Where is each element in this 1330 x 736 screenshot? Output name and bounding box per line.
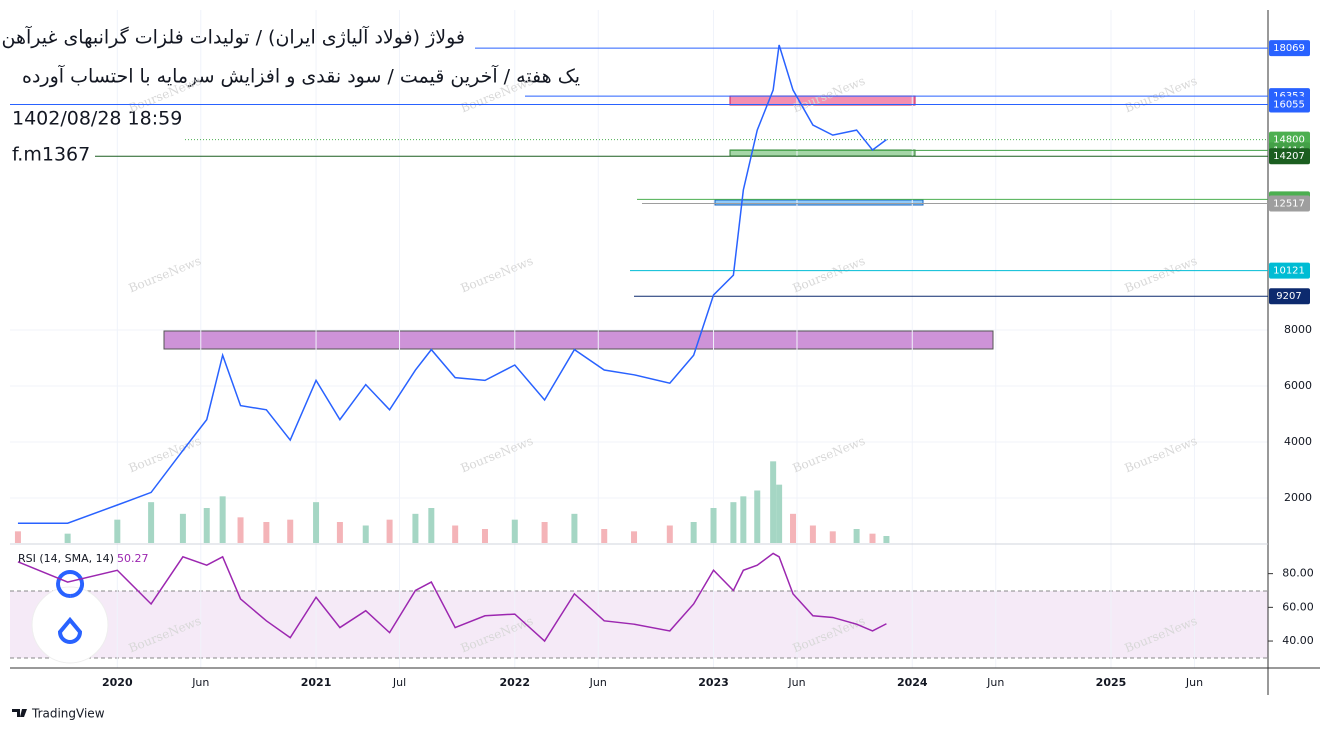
watermark: BourseNews [791,74,867,116]
volume-bar [809,525,816,543]
x-tick-label: 2023 [698,676,729,689]
volume-bar [287,519,294,543]
volume-bar [770,461,777,543]
price-line [17,44,887,524]
level-tag [1269,148,1310,165]
watermark: BourseNews [127,254,203,296]
x-tick-label: 2020 [102,676,133,689]
x-tick-label: 2025 [1096,676,1127,689]
author-label: f.m1367 [12,144,90,166]
level-label: 14800 [1273,135,1305,146]
zone-box [729,149,916,157]
volume-bar [829,531,836,543]
watermark: BourseNews [459,254,535,296]
volume-bar [883,536,890,543]
y-tick-label: 2000 [1284,491,1312,504]
volume-bar [601,529,608,543]
x-tick-label: Jul [392,676,406,689]
zone-box [714,199,924,206]
x-tick-label: 2024 [897,676,928,689]
level-tag [1269,262,1310,279]
y2-tick-label: 80.00 [1282,567,1314,580]
logo [31,586,109,664]
y2-tick-label: 60.00 [1282,600,1314,613]
volume-bar [386,519,393,543]
volume-bar [64,533,71,543]
brand-logo [12,709,27,717]
x-tick-label: Jun [191,676,209,689]
volume-bar [730,502,737,543]
volume-bar [541,522,548,543]
volume-bar [114,519,121,543]
watermark: BourseNews [791,434,867,476]
x-tick-label: 2022 [499,676,530,689]
level-tag [1269,96,1310,113]
volume-bar [148,502,155,543]
volume-bar [666,525,673,543]
watermark: BourseNews [1123,74,1199,116]
volume-bar [740,496,747,543]
level-tag [1269,288,1310,305]
level-tag [1269,40,1310,57]
volume-bar [790,513,797,543]
watermark: BourseNews [1123,434,1199,476]
level-label: 9207 [1276,291,1301,302]
level-label: 12517 [1273,199,1305,210]
volume-bar [237,517,244,543]
volume-bar [412,513,419,543]
level-label: 16055 [1273,99,1305,110]
level-label: 18069 [1273,43,1305,54]
volume-bar [362,525,369,543]
rsi-title: RSI (14, SMA, 14) [18,552,114,565]
volume-bar [631,531,638,543]
x-tick-label: Jun [986,676,1004,689]
date-label: 1402/08/28 18:59 [12,108,182,130]
volume-bar [428,508,435,543]
volume-bar [511,519,518,543]
y-tick-label: 6000 [1284,379,1312,392]
volume-bar [754,490,761,543]
rsi-line [17,552,887,643]
volume-bar [571,513,578,543]
x-tick-label: 2021 [301,676,332,689]
rsi-value: 50.27 [117,552,149,565]
y-tick-label: 4000 [1284,435,1312,448]
x-tick-label: Jun [589,676,607,689]
volume-bar [690,522,697,543]
y-tick-label: 8000 [1284,323,1312,336]
volume-bar [869,533,876,543]
level-label: 14207 [1273,151,1305,162]
volume-bar [203,508,210,543]
watermark: BourseNews [459,434,535,476]
volume-bar [14,531,21,543]
chart-subtitle: یک هفته / آخرین قیمت / سود نقدی و افزایش… [22,64,580,88]
volume-bar [219,496,226,543]
level-tag [1269,195,1310,212]
volume-bar [452,525,459,543]
volume-bar [336,522,343,543]
volume-bar [481,529,488,543]
volume-bar [710,508,717,543]
volume-bar [313,502,320,543]
level-label: 10121 [1273,266,1305,277]
volume-bar [853,529,860,543]
zone-box [163,330,994,350]
watermark: BourseNews [791,254,867,296]
volume-bar [263,522,270,543]
x-tick-label: Jun [787,676,805,689]
volume-bar [179,513,186,543]
y2-tick-label: 40.00 [1282,634,1314,647]
watermark: BourseNews [1123,254,1199,296]
volume-bar [776,484,783,543]
chart-title: فولاژ (فولاد آلیاژی ایران) / تولیدات فلز… [1,25,465,49]
logo-icon [56,570,85,644]
brand: TradingView [31,707,105,721]
x-tick-label: Jun [1185,676,1203,689]
